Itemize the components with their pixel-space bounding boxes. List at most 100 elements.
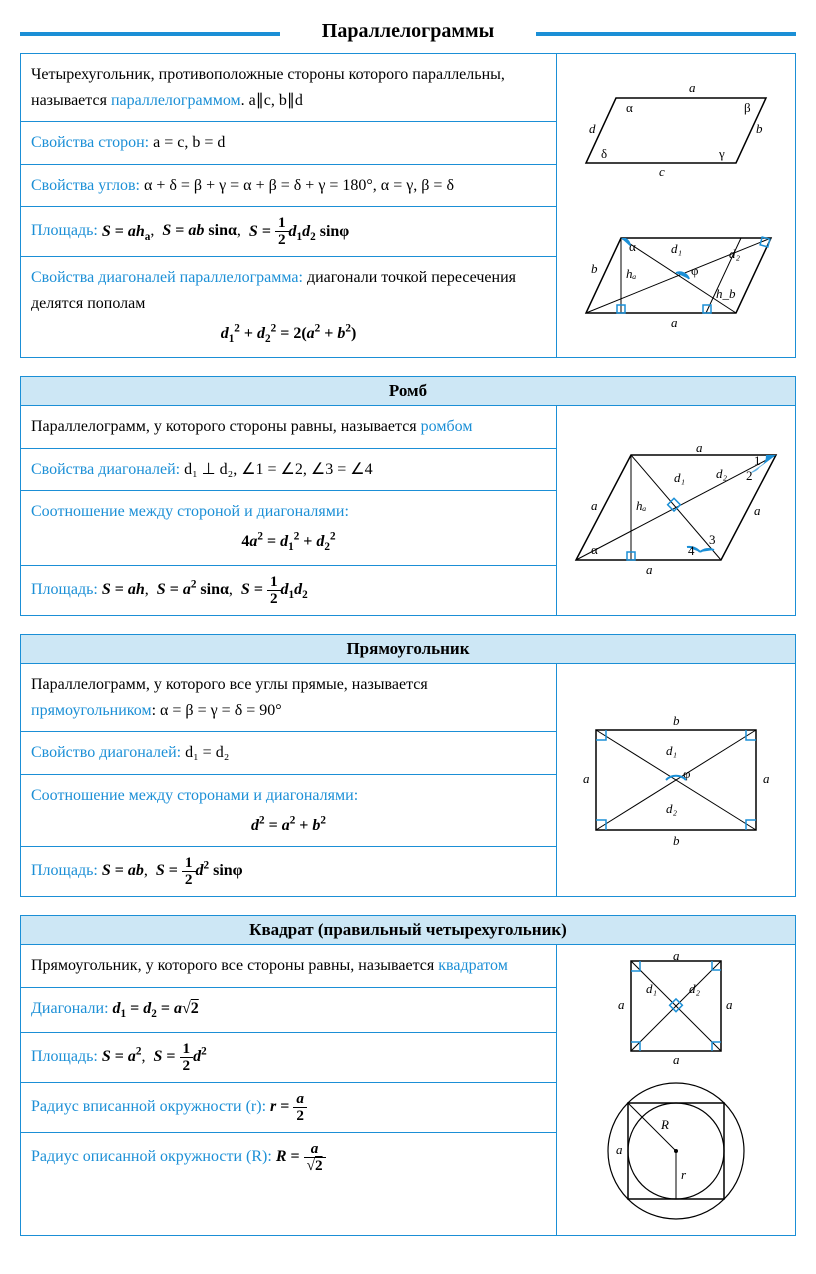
square-circumradius: Радиус описанной окружности (R): R = a√2 [21,1133,556,1182]
formula: R = a√2 [272,1148,326,1165]
square-inradius: Радиус вписанной окружности (r): r = a2 [21,1083,556,1133]
parallelogram-diagonals: Свойства диагоналей параллелограмма: диа… [21,257,556,357]
svg-text:β: β [744,100,751,115]
keyword: Площадь: [31,862,98,879]
rhombus-diagonals: Свойства диагоналей: d₁ ⊥ d₂, ∠1 = ∠2, ∠… [21,449,556,492]
rectangle-title: Прямоугольник [21,635,795,664]
formula: S = ah, S = a2 sinα, S = 12d1d2 [98,581,308,598]
keyword: прямоугольником [31,702,152,719]
page-title: Параллелограммы [20,20,796,43]
svg-text:1: 1 [754,453,761,468]
svg-text:d₂: d₂ [666,801,678,816]
svg-text:R: R [660,1117,669,1132]
rectangle-diagram: b b a a d₁ d₂ φ [571,705,781,855]
svg-text:d₂: d₂ [716,466,728,481]
formula: d1 = d2 = a√2 [109,1000,199,1017]
text: : α = β = γ = δ = 90° [152,702,282,719]
keyword: Соотношение между стороной и диагоналями… [31,503,349,520]
svg-text:a: a [673,951,680,963]
rhombus-definition: Параллелограмм, у которого стороны равны… [21,406,556,449]
keyword: Диагонали: [31,1000,109,1017]
svg-text:a: a [689,80,696,95]
keyword: параллелограммом [111,92,241,109]
formula: S = ab, S = 12d2 sinφ [98,862,243,879]
svg-text:hₐ: hₐ [636,498,647,513]
svg-text:φ: φ [691,263,699,278]
svg-text:a: a [763,771,770,786]
square-definition: Прямоугольник, у которого все стороны ра… [21,945,556,988]
svg-text:b: b [673,713,680,728]
svg-text:a: a [583,771,590,786]
rectangle-diagonals: Свойство диагоналей: d₁ = d₂ [21,732,556,775]
section-rhombus: Ромб Параллелограмм, у которого стороны … [20,376,796,616]
keyword: Свойство диагоналей: [31,744,181,761]
text: Параллелограмм, у которого стороны равны… [31,418,421,435]
svg-text:hₐ: hₐ [626,266,637,281]
svg-text:d₁: d₁ [674,470,685,485]
svg-text:d₂: d₂ [729,246,741,261]
svg-text:4: 4 [688,543,695,558]
keyword: Радиус описанной окружности (R): [31,1148,272,1165]
formula: 4a2 = d12 + d22 [31,529,546,557]
rhombus-diagram: a a a a α hₐ d₁ d₂ 1 2 3 4 [566,440,786,580]
parallelogram-definition: Четырехугольник, противоположные стороны… [21,54,556,122]
keyword: Свойства сторон: [31,134,149,151]
text: Параллелограмм, у которого все углы прям… [31,676,428,693]
svg-text:b: b [756,121,763,136]
keyword: Соотношение между сторонами и диагоналям… [31,787,358,804]
parallelogram-sides: Свойства сторон: a = c, b = d [21,122,556,165]
svg-text:a: a [616,1142,623,1157]
keyword: Свойства диагоналей параллелограмма: [31,269,303,286]
text: d₁ ⊥ d₂, ∠1 = ∠2, ∠3 = ∠4 [180,461,373,478]
rectangle-relation: Соотношение между сторонами и диагоналям… [21,775,556,848]
svg-text:b: b [673,833,680,848]
svg-text:c: c [659,164,665,178]
rectangle-definition: Параллелограмм, у которого все углы прям… [21,664,556,732]
svg-text:γ: γ [718,146,725,161]
svg-text:α: α [629,239,636,254]
keyword: Площадь: [31,581,98,598]
text: d₁ = d₂ [181,744,229,761]
svg-text:d₂: d₂ [689,981,701,996]
svg-text:2: 2 [746,468,753,483]
section-square: Квадрат (правильный четырехугольник) Пря… [20,915,796,1236]
rhombus-title: Ромб [21,377,795,406]
rhombus-area: Площадь: S = ah, S = a2 sinα, S = 12d1d2 [21,566,556,615]
parallelogram-angles: Свойства углов: α + δ = β + γ = α + β = … [21,165,556,208]
parallelogram-area: Площадь: S = aha, S = ab sinα, S = 12d1d… [21,207,556,257]
svg-text:a: a [726,997,733,1012]
square-area: Площадь: S = a2, S = 12d2 [21,1033,556,1083]
keyword: Свойства диагоналей: [31,461,180,478]
svg-text:d: d [589,121,596,136]
section-parallelogram: Четырехугольник, противоположные стороны… [20,53,796,358]
formula: S = a2, S = 12d2 [98,1048,207,1065]
svg-text:a: a [646,562,653,577]
keyword: Площадь: [31,1048,98,1065]
formula: d12 + d22 = 2(a2 + b2) [31,320,546,348]
formula: d2 = a2 + b2 [31,812,546,838]
svg-text:h_b: h_b [716,286,736,301]
keyword: квадратом [438,957,508,974]
svg-text:d₁: d₁ [646,981,657,996]
formula: r = a2 [266,1098,307,1115]
keyword: Радиус вписанной окружности (r): [31,1098,266,1115]
svg-text:d₁: d₁ [671,241,682,256]
svg-text:a: a [671,315,678,330]
square-diagram-1: a a a a d₁ d₂ [611,951,741,1066]
parallelogram-diagram-1: a b c d α β γ δ [571,78,781,178]
text: a = c, b = d [149,134,225,151]
text: Прямоугольник, у которого все стороны ра… [31,957,438,974]
svg-text:b: b [591,261,598,276]
svg-text:a: a [696,440,703,455]
parallelogram-diagram-2: a b hₐ h_b d₁ d₂ φ α [571,223,781,333]
svg-text:3: 3 [709,532,716,547]
square-diagram-2: a R r [591,1074,761,1229]
formula: S = aha, S = ab sinα, S = 12d1d2 sinφ [98,223,349,240]
svg-text:a: a [591,498,598,513]
square-title: Квадрат (правильный четырехугольник) [21,916,795,945]
svg-text:δ: δ [601,146,607,161]
keyword: Площадь: [31,223,98,240]
rectangle-area: Площадь: S = ab, S = 12d2 sinφ [21,847,556,896]
svg-text:a: a [754,503,761,518]
svg-text:a: a [618,997,625,1012]
